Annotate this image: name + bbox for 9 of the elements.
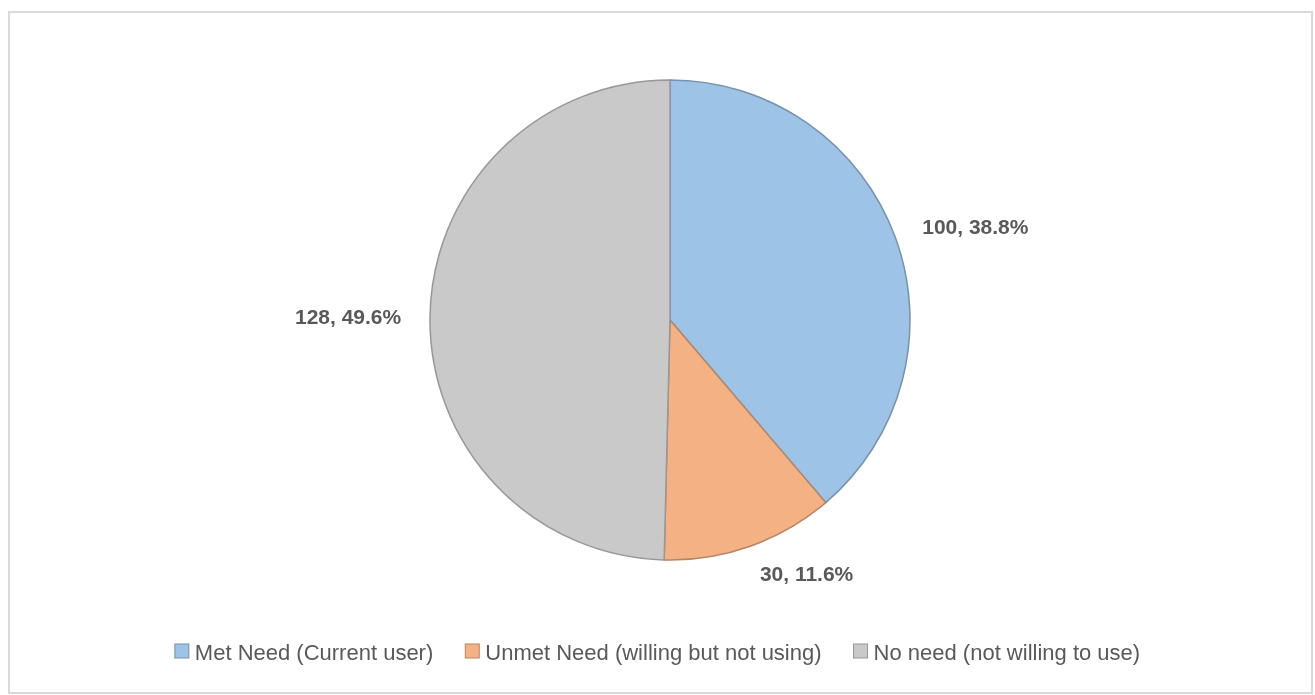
data-label: 30, 11.6% — [759, 561, 854, 585]
pie-slice — [663, 319, 827, 561]
legend-label: Unmet Need (willing but not using) — [485, 639, 822, 665]
pie-slice — [429, 79, 671, 561]
data-label: 100, 38.8% — [922, 215, 1029, 239]
legend-label: Met Need (Current user) — [194, 639, 434, 665]
pie-slice — [669, 79, 911, 504]
data-label: 128, 49.6% — [294, 305, 402, 329]
legend-label: No need (not willing to use) — [873, 639, 1141, 665]
